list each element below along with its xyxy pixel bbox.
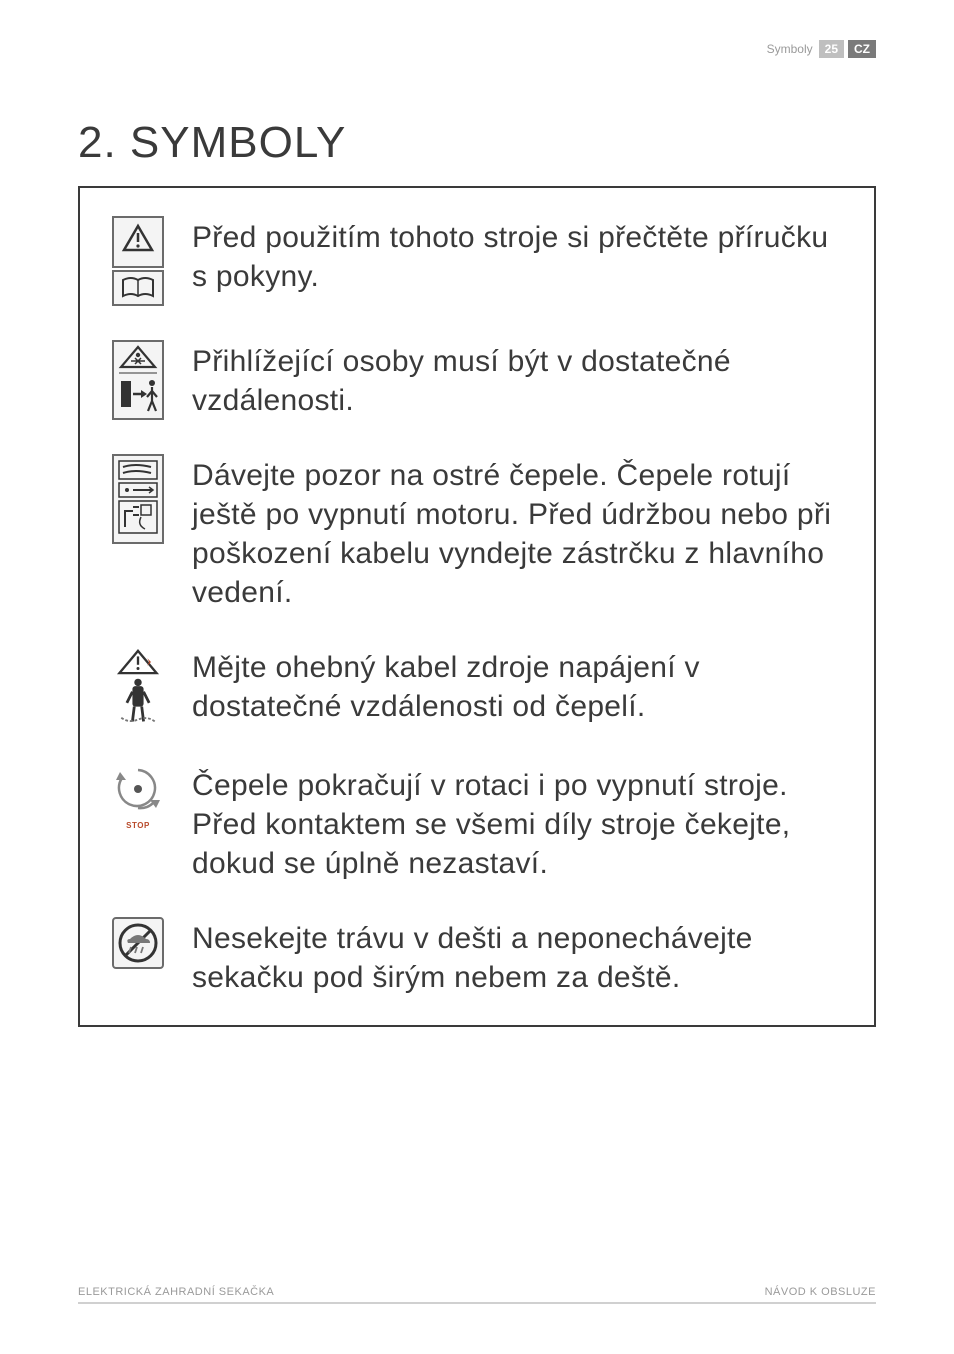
symbol-row: STOP Čepele pokračují v rotaci i po vypn… — [102, 764, 844, 883]
symbol-row: Mějte ohebný kabel zdroje napájení v dos… — [102, 646, 844, 730]
symbol-row: Nesekejte trávu v dešti a neponechávejte… — [102, 917, 844, 997]
read-manual-icon — [102, 216, 174, 306]
symbol-row: Dávejte pozor na ostré čepele. Čepele ro… — [102, 454, 844, 612]
page-header: Symboly 25 CZ — [767, 40, 876, 58]
symbol-text: Před použitím tohoto stroje si přečtěte … — [192, 216, 844, 296]
page-number: 25 — [819, 40, 844, 58]
symbol-text: Přihlížející osoby musí být v dostatečné… — [192, 340, 844, 420]
no-rain-icon — [102, 917, 174, 969]
symbols-panel: Před použitím tohoto stroje si přečtěte … — [78, 186, 876, 1027]
sharp-blades-icon — [102, 454, 174, 544]
footer-left: ELEKTRICKÁ ZAHRADNÍ SEKAČKA — [78, 1286, 274, 1298]
language-badge: CZ — [848, 40, 876, 58]
stop-label: STOP — [126, 821, 150, 830]
symbol-text: Nesekejte trávu v dešti a neponechávejte… — [192, 917, 844, 997]
footer-right: NÁVOD K OBSLUZE — [765, 1286, 876, 1298]
symbol-text: Dávejte pozor na ostré čepele. Čepele ro… — [192, 454, 844, 612]
symbol-text: Čepele pokračují v rotaci i po vypnutí s… — [192, 764, 844, 883]
keep-distance-icon — [102, 340, 174, 420]
stop-rotation-icon: STOP — [102, 764, 174, 830]
symbol-row: Přihlížející osoby musí být v dostatečné… — [102, 340, 844, 420]
symbol-row: Před použitím tohoto stroje si přečtěte … — [102, 216, 844, 306]
section-heading: 2. SYMBOLY — [78, 118, 876, 168]
symbol-text: Mějte ohebný kabel zdroje napájení v dos… — [192, 646, 844, 726]
header-section: Symboly — [767, 42, 813, 56]
page-footer: ELEKTRICKÁ ZAHRADNÍ SEKAČKA NÁVOD K OBSL… — [78, 1286, 876, 1304]
cable-distance-icon — [102, 646, 174, 730]
